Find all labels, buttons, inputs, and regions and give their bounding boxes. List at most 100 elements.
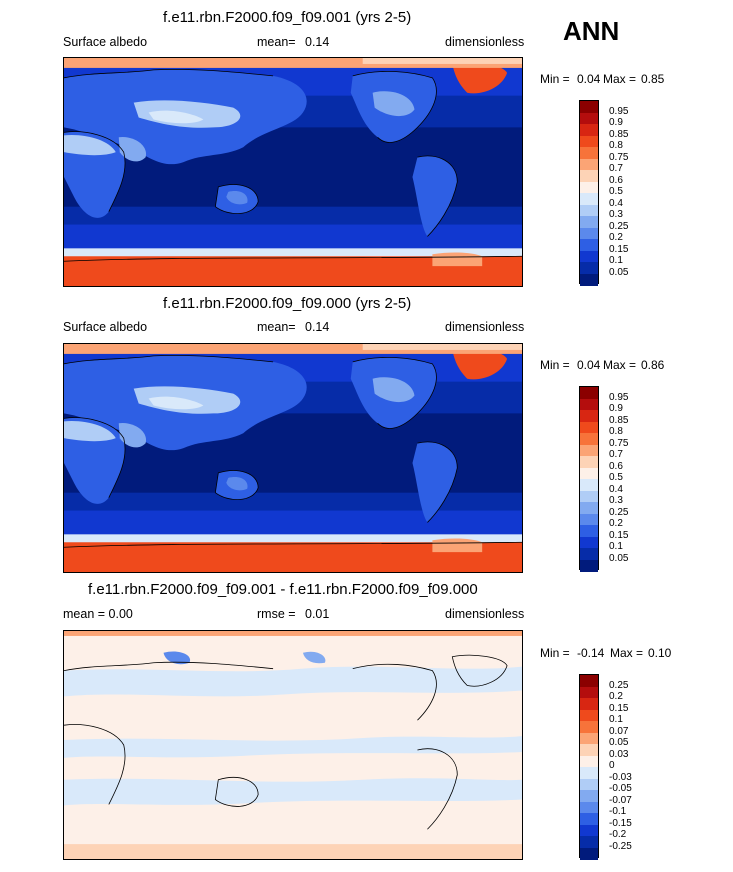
colorbar-level-label: 0.85: [609, 414, 629, 426]
colorbar-level-label: 0.95: [609, 105, 629, 117]
panel-3-max-label: Max =: [610, 646, 644, 660]
colorbar-level-label: 0.3: [609, 209, 623, 220]
panel-1-max-label: Max =: [603, 72, 637, 86]
colorbar-level-label: -0.25: [609, 840, 632, 852]
panel-2-units: dimensionless: [445, 320, 525, 334]
colorbar-level-label: 0.85: [609, 128, 629, 140]
panel-2-albedo-map: [63, 343, 523, 573]
colorbar-level-label: 0.1: [609, 255, 623, 266]
panel-3-rmse-value: 0.01: [305, 607, 330, 621]
colorbar-level-label: 0.9: [609, 117, 623, 128]
colorbar-cell: [580, 101, 598, 113]
colorbar-level-label: 0.1: [609, 714, 623, 725]
colorbar-level-label: 0.5: [609, 472, 623, 483]
colorbar-cell: [580, 456, 598, 468]
colorbar-cell: [580, 216, 598, 228]
panel-3-map-graphic: [64, 631, 522, 859]
colorbar-level-label: 0.8: [609, 140, 623, 151]
panel-3-title: f.e11.rbn.F2000.f09_f09.001 - f.e11.rbn.…: [88, 581, 478, 598]
colorbar-level-label: 0.15: [609, 702, 629, 714]
colorbar-level-label: -0.2: [609, 829, 627, 840]
colorbar-level-label: 0: [609, 760, 615, 771]
colorbar-level-label: 0.7: [609, 163, 623, 174]
colorbar-cell: [580, 262, 598, 274]
panel-3-colorbar: [579, 674, 599, 860]
panel-1-max-value: 0.85: [641, 72, 665, 86]
colorbar-level-label: 0.6: [609, 174, 623, 186]
colorbar-level-label: 0.4: [609, 197, 623, 209]
colorbar-cell: [580, 193, 598, 205]
colorbar-level-label: 0.15: [609, 529, 629, 541]
colorbar-cell: [580, 467, 598, 480]
colorbar-level-label: 0.75: [609, 437, 629, 449]
colorbar-cell: [580, 686, 598, 699]
colorbar-cell: [580, 744, 598, 756]
colorbar-cell: [580, 824, 598, 837]
colorbar-level-label: -0.03: [609, 771, 632, 783]
panel-3-rmse-label: rmse =: [257, 607, 296, 621]
colorbar-level-label: -0.1: [609, 806, 627, 817]
colorbar-cell: [580, 250, 598, 263]
colorbar-cell: [580, 479, 598, 491]
colorbar-cell: [580, 513, 598, 526]
panel-1-field-label: Surface albedo: [63, 35, 148, 49]
colorbar-cell: [580, 398, 598, 411]
colorbar-level-label: 0.25: [609, 220, 629, 232]
colorbar-cell: [580, 801, 598, 814]
panel-2-map-graphic: [64, 344, 522, 572]
panel-1-mean-label: mean=: [257, 35, 296, 49]
colorbar-level-label: 0.8: [609, 426, 623, 437]
panel-1-units: dimensionless: [445, 35, 525, 49]
colorbar-cell: [580, 135, 598, 148]
colorbar-cell: [580, 147, 598, 159]
colorbar-level-label: -0.05: [609, 783, 632, 794]
panel-2-max-value: 0.86: [641, 358, 665, 372]
colorbar-cell: [580, 273, 598, 286]
panel-1-map-graphic: [64, 58, 522, 286]
colorbar-cell: [580, 778, 598, 791]
colorbar-cell: [580, 239, 598, 251]
colorbar-cell: [580, 124, 598, 136]
colorbar-cell: [580, 502, 598, 514]
panel-3-max-value: 0.10: [648, 646, 672, 660]
colorbar-cell: [580, 112, 598, 125]
colorbar-level-label: -0.07: [609, 794, 632, 806]
colorbar-level-label: 0.7: [609, 449, 623, 460]
panel-2-mean-value: 0.14: [305, 320, 330, 334]
colorbar-cell: [580, 698, 598, 710]
colorbar-cell: [580, 836, 598, 848]
colorbar-cell: [580, 847, 598, 860]
panel-1-min-value: 0.04: [577, 72, 601, 86]
colorbar-cell: [580, 433, 598, 445]
colorbar-cell: [580, 813, 598, 825]
colorbar-cell: [580, 227, 598, 240]
panel-3-units: dimensionless: [445, 607, 525, 621]
panel-3-min-label: Min =: [540, 646, 570, 660]
colorbar-cell: [580, 721, 598, 733]
panel-1-title: f.e11.rbn.F2000.f09_f09.001 (yrs 2-5): [163, 9, 412, 26]
colorbar-cell: [580, 387, 598, 399]
colorbar-level-label: -0.15: [609, 817, 632, 829]
colorbar-cell: [580, 490, 598, 503]
colorbar-level-label: 0.03: [609, 748, 629, 760]
colorbar-cell: [580, 559, 598, 572]
colorbar-cell: [580, 204, 598, 217]
panel-2-colorbar: [579, 386, 599, 572]
colorbar-cell: [580, 170, 598, 182]
colorbar-level-label: 0.95: [609, 391, 629, 403]
panel-2-title: f.e11.rbn.F2000.f09_f09.000 (yrs 2-5): [163, 295, 412, 312]
colorbar-level-label: 0.6: [609, 460, 623, 472]
panel-1-colorbar: [579, 100, 599, 286]
colorbar-cell: [580, 181, 598, 194]
colorbar-cell: [580, 790, 598, 802]
colorbar-level-label: 0.25: [609, 679, 629, 691]
colorbar-level-label: 0.9: [609, 403, 623, 414]
panel-1-albedo-map: [63, 57, 523, 287]
panel-1-mean-value: 0.14: [305, 35, 330, 49]
colorbar-cell: [580, 444, 598, 457]
panel-1-min-label: Min =: [540, 72, 570, 86]
season-label: ANN: [563, 16, 620, 46]
colorbar-cell: [580, 755, 598, 768]
panel-2-mean-label: mean=: [257, 320, 296, 334]
colorbar-level-label: 0.75: [609, 151, 629, 163]
